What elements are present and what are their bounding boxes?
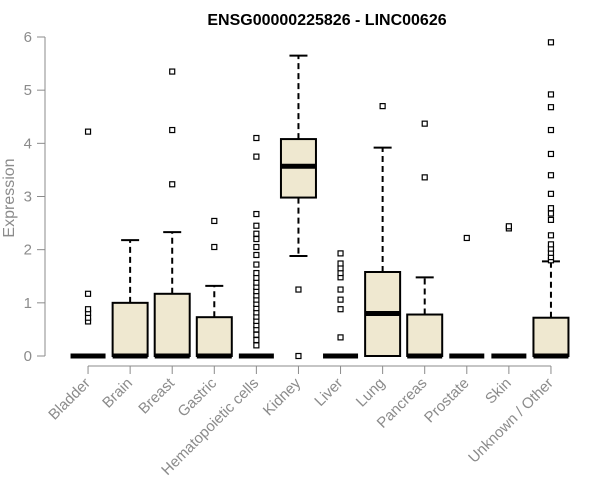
x-tick-label: Kidney: [260, 374, 305, 419]
outlier-point: [253, 336, 260, 344]
outlier-point: [547, 91, 555, 98]
x-tick-label: Skin: [482, 375, 515, 408]
box-group: [70, 128, 106, 359]
box-group: [323, 250, 359, 359]
outlier-point: [337, 260, 344, 267]
outlier-point: [337, 286, 344, 293]
outlier-point: [253, 235, 260, 243]
box-group: [279, 54, 317, 360]
outlier-point: [84, 306, 92, 313]
outlier-point: [253, 243, 260, 251]
x-tick-label: Breast: [135, 374, 178, 417]
outlier-point: [547, 39, 555, 46]
box-group: [111, 239, 149, 359]
outlier-point: [547, 216, 555, 223]
box: [532, 316, 570, 357]
outlier-point: [169, 126, 176, 134]
y-tick-label: 4: [24, 135, 32, 152]
outlier-point: [547, 150, 555, 158]
x-tick-label: Prostate: [421, 375, 473, 427]
x-tick-label: Liver: [311, 375, 346, 410]
y-axis-label: Expression: [1, 158, 18, 237]
outlier-point: [295, 352, 302, 360]
y-tick-label: 6: [24, 29, 32, 46]
outlier-point: [211, 243, 218, 251]
x-tick-label: Brain: [99, 375, 136, 412]
outlier-point: [379, 103, 386, 110]
outlier-point: [547, 190, 555, 197]
y-tick-label: 3: [24, 189, 32, 206]
box-group: [532, 39, 570, 359]
outlier-point: [505, 223, 512, 230]
outlier-point: [337, 306, 344, 313]
box-group: [153, 68, 191, 359]
outlier-point: [169, 181, 176, 188]
box-group: [406, 120, 444, 359]
box: [111, 301, 149, 358]
outlier-point: [547, 126, 555, 134]
outlier-point: [253, 230, 260, 237]
box: [153, 292, 191, 358]
x-tick-label: Bladder: [45, 375, 94, 424]
outlier-point: [547, 241, 555, 248]
outlier-point: [253, 261, 260, 268]
outlier-point: [253, 222, 260, 229]
outlier-point: [253, 210, 260, 218]
y-axis: 0 1 2 3 4 5 6: [24, 29, 46, 365]
box-series: [70, 39, 570, 360]
outlier-point: [253, 342, 260, 349]
outlier-point: [253, 251, 260, 259]
box-group: [195, 217, 233, 359]
outlier-point: [169, 68, 176, 75]
outlier-point: [421, 174, 428, 181]
y-tick-label: 1: [24, 295, 32, 312]
outlier-point: [253, 331, 260, 338]
outlier-point: [211, 217, 218, 225]
outlier-point: [84, 128, 92, 135]
outlier-point: [253, 269, 260, 277]
y-tick-label: 5: [24, 82, 32, 99]
x-tick-label: Lung: [353, 375, 389, 411]
box: [195, 316, 233, 357]
box-group: [238, 134, 274, 359]
outlier-point: [463, 234, 470, 242]
outlier-point: [547, 205, 555, 212]
outlier-point: [547, 104, 555, 111]
chart-title: ENSG00000225826 - LINC00626: [207, 12, 446, 29]
outlier-point: [547, 232, 555, 239]
outlier-point: [295, 286, 302, 293]
outlier-point: [253, 134, 260, 142]
outlier-point: [547, 172, 555, 179]
box-group: [449, 234, 485, 359]
y-tick-label: 0: [24, 348, 32, 365]
outlier-point: [421, 120, 428, 127]
outlier-point: [253, 153, 260, 160]
outlier-point: [547, 210, 555, 217]
y-tick-label: 2: [24, 242, 32, 259]
box-group: [491, 223, 527, 359]
box-group: [364, 103, 402, 358]
outlier-point: [337, 334, 344, 341]
box: [406, 313, 444, 357]
outlier-point: [84, 290, 92, 297]
outlier-point: [337, 250, 344, 257]
outlier-point: [337, 296, 344, 303]
